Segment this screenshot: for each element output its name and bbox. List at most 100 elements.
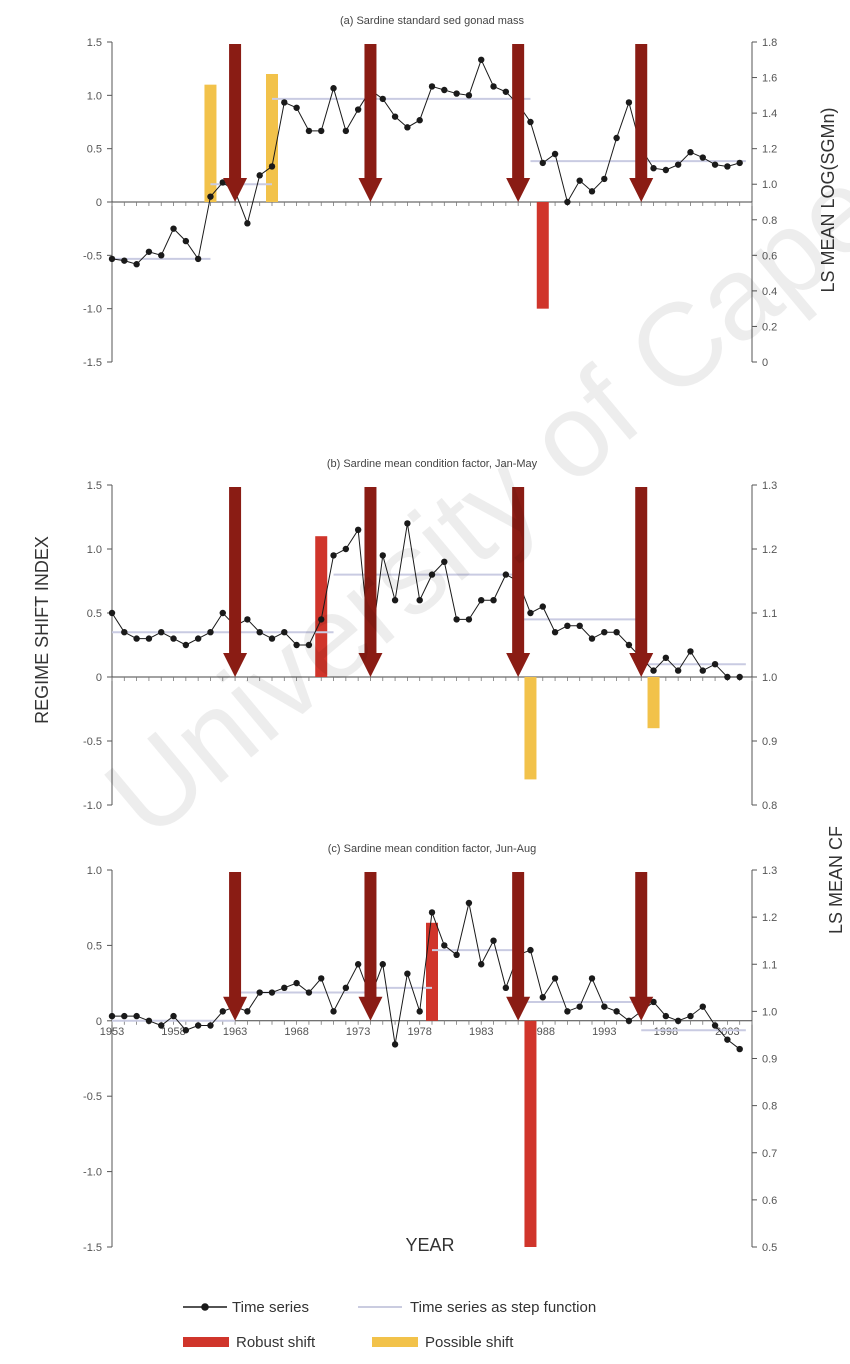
time-series-point — [662, 166, 670, 174]
robust-shift-bar — [536, 202, 549, 309]
time-series-point — [674, 161, 682, 168]
left-tick-label: 0 — [96, 1016, 102, 1028]
time-series-point — [613, 134, 620, 142]
time-series-point — [576, 1003, 583, 1010]
left-tick-label: -1.0 — [83, 1167, 102, 1179]
regime-shift-arrow — [629, 44, 654, 202]
time-series-point — [625, 1017, 633, 1024]
time-series-point — [662, 654, 670, 661]
left-tick-label: -1.5 — [83, 1242, 102, 1254]
regime-shift-arrow — [358, 44, 383, 202]
possible-shift-bar — [266, 74, 278, 202]
time-series-point — [281, 984, 288, 992]
time-series-point — [330, 1008, 337, 1015]
time-series-point — [576, 177, 583, 184]
time-series-point — [354, 961, 362, 968]
left-tick-label: 1.0 — [87, 865, 102, 877]
x-tick-label: 1978 — [407, 1026, 431, 1038]
time-series-point — [724, 673, 731, 681]
time-series-point — [465, 92, 473, 99]
time-series-point — [613, 1008, 620, 1015]
time-series-point — [687, 1012, 694, 1020]
x-tick-label: 2003 — [715, 1026, 739, 1038]
regime-shift-arrow — [506, 487, 531, 677]
time-series-point — [625, 641, 633, 649]
left-tick-label: 1.5 — [87, 37, 102, 49]
time-series-point — [281, 629, 288, 636]
time-series-point — [293, 641, 300, 649]
right-tick-label: 0.9 — [762, 1054, 777, 1066]
time-series-point — [478, 961, 485, 968]
time-series-point — [182, 641, 190, 649]
time-series-point — [588, 188, 596, 195]
regime-shift-arrow — [223, 44, 248, 202]
time-series-point — [724, 1036, 731, 1043]
panel-a: (a) Sardine standard sed gonad mass 1.5 1.… — [83, 15, 777, 369]
time-series-point — [613, 629, 620, 636]
time-series-point — [354, 106, 362, 113]
time-series-point — [551, 975, 559, 982]
time-series-point — [674, 667, 682, 674]
time-series-point — [207, 1022, 214, 1029]
time-series-point — [207, 193, 214, 200]
right-tick-label: 1.8 — [762, 37, 777, 49]
time-series-point — [527, 118, 534, 126]
x-tick-label: 1958 — [161, 1026, 185, 1038]
time-series-point — [564, 198, 571, 206]
time-series-point — [416, 1008, 423, 1015]
time-series-point — [502, 571, 510, 578]
time-series-point — [490, 597, 497, 604]
legend-series-label: Time series — [232, 1299, 309, 1316]
left-tick-label: -0.5 — [83, 1091, 102, 1103]
robust-shift-bar — [315, 536, 328, 677]
right-tick-label: 1.2 — [762, 144, 777, 156]
chart-title: (a) Sardine standard sed gonad mass — [340, 15, 525, 27]
time-series-point — [465, 899, 473, 907]
right-tick-label: 0.8 — [762, 1101, 777, 1113]
time-series-point — [145, 1017, 153, 1024]
right-tick-label: 0.2 — [762, 321, 777, 333]
time-series-point — [330, 552, 337, 559]
time-series-point — [625, 99, 633, 106]
time-series-point — [441, 942, 448, 949]
time-series-point — [342, 127, 350, 135]
right-tick-label: 0.4 — [762, 286, 777, 298]
time-series-point — [601, 629, 608, 636]
time-series-point — [121, 1012, 128, 1020]
left-tick-label: 0.5 — [87, 144, 102, 156]
right-tick-label: 1.1 — [762, 959, 777, 971]
right-tick-label: 1.4 — [762, 108, 777, 120]
time-series-point — [441, 558, 448, 565]
time-series-point — [158, 252, 165, 259]
time-series-point — [194, 635, 202, 642]
time-series-point — [527, 609, 534, 617]
time-series-point — [330, 85, 337, 92]
regime-shift-arrow — [223, 487, 248, 677]
time-series-point — [293, 979, 300, 987]
robust-shift-bar — [426, 922, 438, 1021]
time-series-point — [121, 257, 128, 264]
time-series-point — [194, 255, 202, 263]
time-series-point — [293, 104, 300, 111]
legend-possible-label: Possible shift — [425, 1334, 514, 1351]
right-tick-label: 1.0 — [762, 1006, 777, 1018]
time-series-point — [490, 937, 497, 944]
time-series-point — [207, 629, 214, 636]
time-series-point — [699, 1003, 706, 1010]
right-tick-label: 0 — [762, 357, 768, 369]
right-axis-label-bc: LS MEAN CF — [826, 826, 846, 934]
time-series-point — [170, 225, 177, 232]
time-series-point — [416, 117, 423, 124]
time-series-point — [121, 629, 128, 636]
left-tick-label: 0.5 — [87, 608, 102, 620]
time-series-point — [502, 88, 510, 95]
time-series-point — [256, 989, 263, 996]
time-series-point — [170, 635, 177, 642]
possible-shift-bar — [647, 677, 660, 729]
right-tick-label: 1.2 — [762, 544, 777, 556]
left-tick-label: -0.5 — [83, 736, 102, 748]
time-series-point — [256, 172, 263, 179]
time-series-point — [478, 56, 485, 63]
time-series-point — [244, 1008, 251, 1015]
time-series-point — [133, 635, 140, 642]
